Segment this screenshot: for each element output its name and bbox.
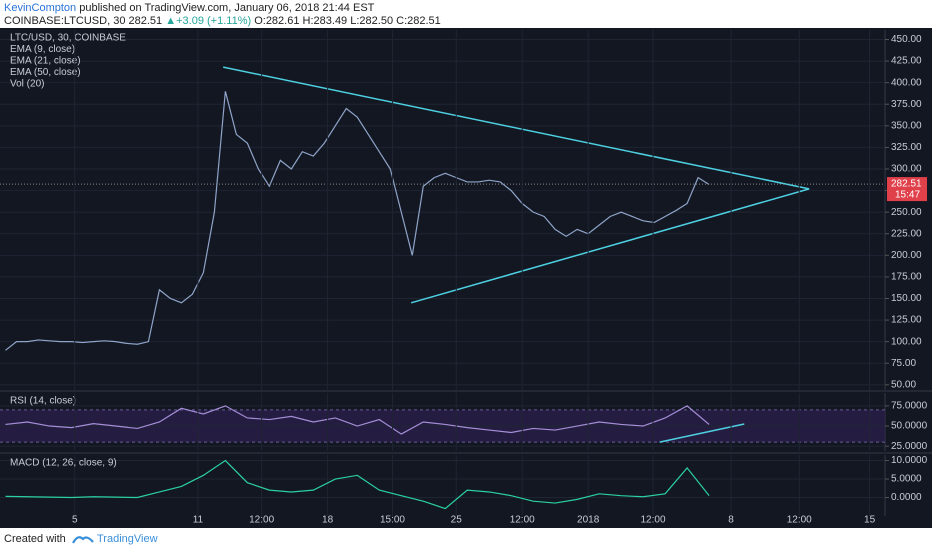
y-tick-label: 250.00 [891,207,922,218]
legend-entry: EMA (21, close) [10,56,81,67]
y-tick-label: 50.0000 [891,421,928,432]
author[interactable]: KevinCompton [4,2,77,14]
y-tick-label: 10.0000 [891,455,928,466]
y-tick-label: 175.00 [891,272,922,283]
published: published on TradingView.com, January 06… [79,2,375,14]
legend-entry: RSI (14, close) [10,396,76,407]
high: H:283.49 [302,15,348,27]
y-tick-label: 0.0000 [891,492,922,503]
y-tick-label: 350.00 [891,120,922,131]
change: +3.09 (+1.11%) [176,15,252,27]
created-with: Created with [4,533,66,545]
x-tick-label: 15 [864,515,876,526]
y-tick-label: 225.00 [891,228,922,239]
y-tick-label: 5.0000 [891,474,922,485]
series-line [5,459,710,510]
background [0,28,932,528]
x-tick-label: 5 [72,515,78,526]
legend-entry: EMA (9, close) [10,44,75,55]
chart: 50.00 75.00 100.00 125.00 150.00 175.00 200.00… [0,28,932,528]
x-tick-label: 12:00 [249,515,274,526]
y-tick-label: 325.00 [891,142,922,153]
x-tick-label: 2018 [577,515,600,526]
y-tick-label: 75.00 [891,358,916,369]
y-tick-label: 450.00 [891,34,922,45]
y-tick-label: 425.00 [891,56,922,67]
legend-entry: EMA (50, close) [10,67,81,78]
y-tick-label: 300.00 [891,164,922,175]
arrow: ▲ [165,15,177,27]
logo [72,536,94,544]
last-price-box [887,177,927,202]
x-tick-label: 11 [193,515,204,526]
x-tick-label: 12:00 [641,515,666,526]
open: O:282.61 [254,15,300,27]
y-tick-label: 200.00 [891,250,922,261]
trendline [659,423,745,443]
y-tick-label: 150.00 [891,293,922,304]
x-tick-label: 12:00 [787,515,812,526]
trendline [223,66,810,190]
trendline [410,188,810,304]
y-tick-label: 400.00 [891,77,922,88]
y-tick-label: 100.00 [891,336,922,347]
x-tick-label: 15:00 [380,515,405,526]
low: L:282.50 [350,15,394,27]
last-price-label: 282.51 [891,179,922,190]
y-tick-label: 375.00 [891,99,922,110]
footer: Created with TradingView [0,528,932,550]
countdown: 15:47 [895,190,920,201]
symbol: COINBASE:LTCUSD, 30 [4,15,126,27]
y-tick-label: 75.0000 [891,401,928,412]
y-tick-label: 50.00 [891,379,916,390]
y-tick-label: 125.00 [891,315,922,326]
close: C:282.51 [396,15,441,27]
x-tick-label: 25 [451,515,463,526]
x-tick-label: 8 [728,515,734,526]
legend-entry: Vol (20) [10,79,44,90]
x-tick-label: 18 [322,515,334,526]
legend-entry: LTC/USD, 30, COINBASE [10,33,126,44]
brand[interactable]: TradingView [97,533,158,545]
header: KevinCompton published on TradingView.co… [0,0,932,28]
series-line [5,91,710,351]
publish-line: KevinCompton published on TradingView.co… [4,2,374,14]
x-tick-label: 12:00 [510,515,535,526]
last: 282.51 [128,15,163,27]
y-tick-label: 25.0000 [891,441,928,452]
legend-entry: MACD (12, 26, close, 9) [10,458,117,469]
series-line [5,405,710,435]
quote-line: COINBASE:LTCUSD, 30 282.51 ▲+3.09 (+1.11… [4,15,441,27]
